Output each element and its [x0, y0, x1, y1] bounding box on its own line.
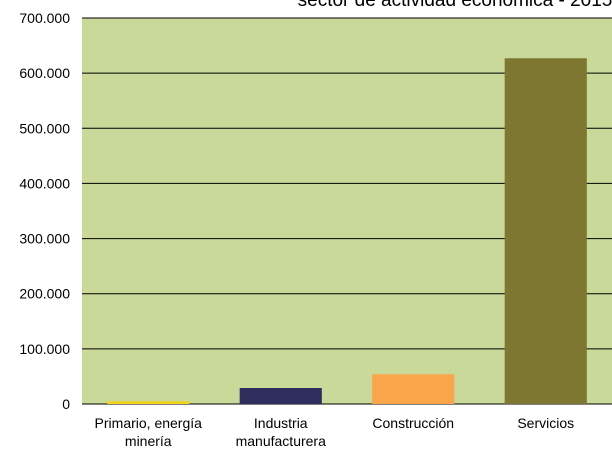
bar — [239, 388, 322, 404]
y-tick-label: 400.000 — [19, 175, 70, 191]
y-tick-label: 300.000 — [19, 231, 70, 247]
x-tick-label: Construcción — [372, 415, 454, 431]
y-tick-label: 600.000 — [19, 65, 70, 81]
bar — [107, 401, 190, 404]
bar — [372, 374, 455, 404]
x-tick-label: Industria manufacturera — [236, 415, 326, 449]
bar — [504, 58, 587, 405]
y-tick-label: 200.000 — [19, 286, 70, 302]
x-tick-label: Servicios — [517, 415, 574, 431]
y-tick-label: 100.000 — [19, 341, 70, 357]
y-tick-label: 500.000 — [19, 120, 70, 136]
x-tick-label: Primario, energía minería — [95, 415, 203, 449]
y-tick-label: 0 — [62, 396, 70, 412]
chart-title: sector de actividad económica - 2015 — [298, 0, 612, 11]
y-tick-label: 700.000 — [19, 10, 70, 26]
